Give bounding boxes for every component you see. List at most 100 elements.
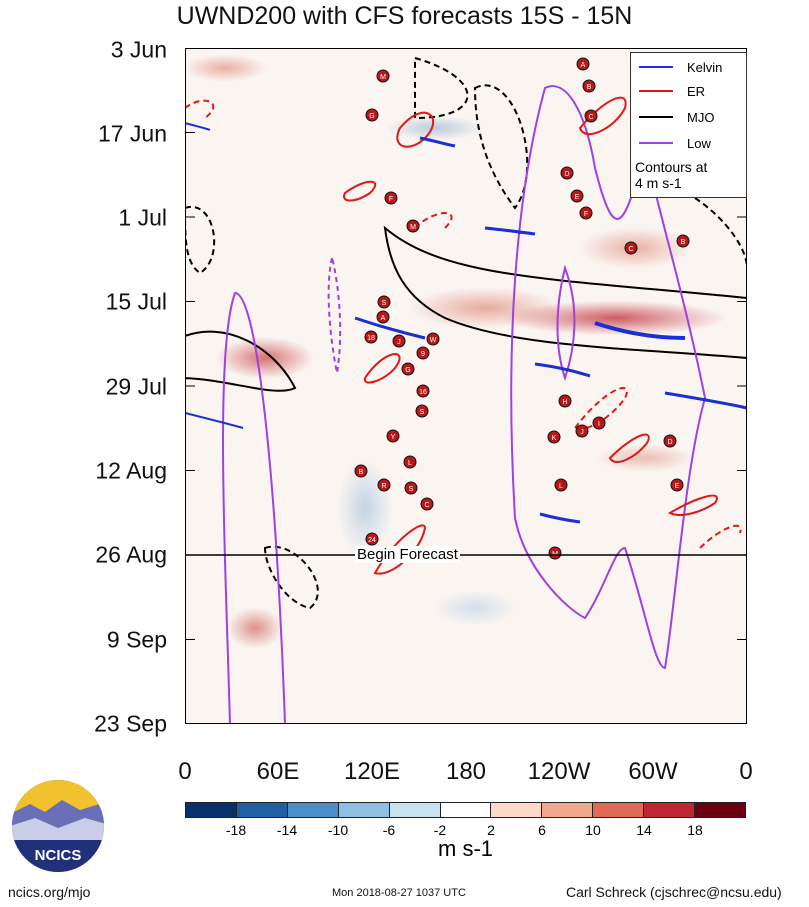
- x-tick-label: 0: [178, 758, 192, 785]
- colorbar-tick-label: -10: [327, 822, 349, 838]
- svg-text:L: L: [408, 460, 412, 467]
- storm-marker: S: [404, 481, 418, 495]
- y-tick-label: 29 Jul: [105, 373, 167, 400]
- y-tick-label: 26 Aug: [95, 541, 167, 568]
- er-contour: [573, 387, 628, 430]
- storm-marker: C: [420, 497, 434, 511]
- svg-text:G: G: [405, 367, 410, 374]
- colorbar-swatch: [593, 803, 645, 817]
- er-contour: [608, 433, 650, 463]
- svg-text:B: B: [359, 469, 364, 476]
- site-url[interactable]: ncics.org/mjo: [8, 884, 91, 900]
- svg-text:S: S: [409, 486, 414, 493]
- low-line-icon: [639, 142, 673, 144]
- low-contour: [222, 291, 286, 724]
- storm-marker: E: [670, 478, 684, 492]
- svg-text:J: J: [397, 339, 401, 346]
- colorbar-tick-label: -2: [433, 822, 447, 838]
- legend-note: Contours at 4 m s-1: [635, 159, 707, 191]
- legend-label: Low: [687, 135, 711, 151]
- storm-marker: S: [377, 295, 391, 309]
- svg-text:S: S: [420, 409, 425, 416]
- storm-marker: D: [663, 434, 677, 448]
- svg-text:C: C: [588, 114, 593, 121]
- storm-marker: B: [676, 234, 690, 248]
- low-contour: [327, 257, 342, 374]
- storm-marker: W: [426, 332, 440, 346]
- storm-marker: H: [558, 394, 572, 408]
- storm-marker: C: [624, 241, 638, 255]
- storm-marker: M: [406, 219, 420, 233]
- storm-marker: 18: [364, 330, 378, 344]
- svg-text:E: E: [675, 483, 680, 490]
- storm-marker: B: [354, 464, 368, 478]
- storm-markers: MGFMSAJW189G16SYLBRSC24ABCDEFCBHKJIDELM: [354, 57, 690, 560]
- svg-text:24: 24: [368, 537, 376, 544]
- mjo-line-icon: [639, 116, 673, 118]
- contour-layer: MGFMSAJW189G16SYLBRSC24ABCDEFCBHKJIDELM: [185, 48, 747, 724]
- svg-text:A: A: [581, 62, 586, 69]
- er-line-icon: [639, 90, 673, 92]
- mjo-contour: [185, 330, 297, 392]
- svg-text:Y: Y: [391, 434, 396, 441]
- storm-marker: Y: [386, 429, 400, 443]
- storm-marker: J: [575, 424, 589, 438]
- svg-text:I: I: [598, 421, 600, 428]
- colorbar-tick-label: 18: [687, 822, 703, 838]
- logo-text: NCICS: [35, 847, 82, 864]
- y-tick-label: 1 Jul: [118, 204, 167, 231]
- storm-marker: 24: [365, 532, 379, 546]
- colorbar-swatch: [644, 803, 696, 817]
- colorbar-units: m s-1: [438, 836, 493, 861]
- storm-marker: K: [547, 430, 561, 444]
- svg-text:D: D: [564, 171, 569, 178]
- colorbar-swatch: [389, 803, 441, 817]
- mjo-contour: [473, 84, 529, 210]
- svg-text:L: L: [559, 483, 563, 490]
- colorbar-swatch: [695, 803, 745, 817]
- colorbar-swatch: [287, 803, 339, 817]
- mjo-contour: [185, 205, 216, 275]
- kelvin-contour: [539, 512, 581, 524]
- mjo-contour: [414, 56, 469, 120]
- storm-marker: R: [377, 478, 391, 492]
- x-tick-label: 60W: [628, 758, 678, 785]
- kelvin-contour: [354, 316, 426, 340]
- y-tick-label: 3 Jun: [110, 36, 167, 63]
- legend-label: Kelvin: [687, 59, 723, 75]
- x-tick-label: 0: [739, 758, 753, 785]
- kelvin-contour: [534, 362, 591, 378]
- svg-text:16: 16: [419, 389, 427, 396]
- storm-marker: G: [401, 362, 415, 376]
- svg-text:A: A: [381, 315, 386, 322]
- colorbar-tick-label: 14: [636, 822, 652, 838]
- er-contour: [363, 353, 401, 384]
- kelvin-contour: [185, 122, 211, 131]
- colorbar-swatch: [440, 803, 492, 817]
- colorbar-swatch: [338, 803, 390, 817]
- legend-item-low: Low: [639, 135, 711, 151]
- timestamp: Mon 2018-08-27 1037 UTC: [332, 887, 466, 899]
- mjo-contour: [383, 225, 747, 360]
- kelvin-contour: [664, 391, 747, 410]
- er-contour: [667, 494, 718, 516]
- storm-marker: 9: [416, 346, 430, 360]
- storm-marker: G: [365, 108, 379, 122]
- storm-marker: M: [376, 69, 390, 83]
- kelvin-line-icon: [639, 66, 673, 68]
- y-tick-label: 9 Sep: [106, 626, 167, 653]
- svg-text:E: E: [575, 194, 580, 201]
- svg-text:B: B: [681, 239, 686, 246]
- legend-item-er: ER: [639, 83, 705, 99]
- legend-item-kelvin: Kelvin: [639, 59, 722, 75]
- svg-text:J: J: [580, 429, 584, 436]
- storm-marker: 16: [416, 384, 430, 398]
- low-contour: [510, 85, 707, 670]
- x-tick-label: 120E: [343, 758, 401, 785]
- storm-marker: A: [376, 310, 390, 324]
- svg-text:F: F: [389, 196, 393, 203]
- svg-text:C: C: [424, 502, 429, 509]
- colorbar-tick-label: 2: [487, 822, 495, 838]
- svg-text:D: D: [667, 439, 672, 446]
- svg-text:K: K: [552, 435, 557, 442]
